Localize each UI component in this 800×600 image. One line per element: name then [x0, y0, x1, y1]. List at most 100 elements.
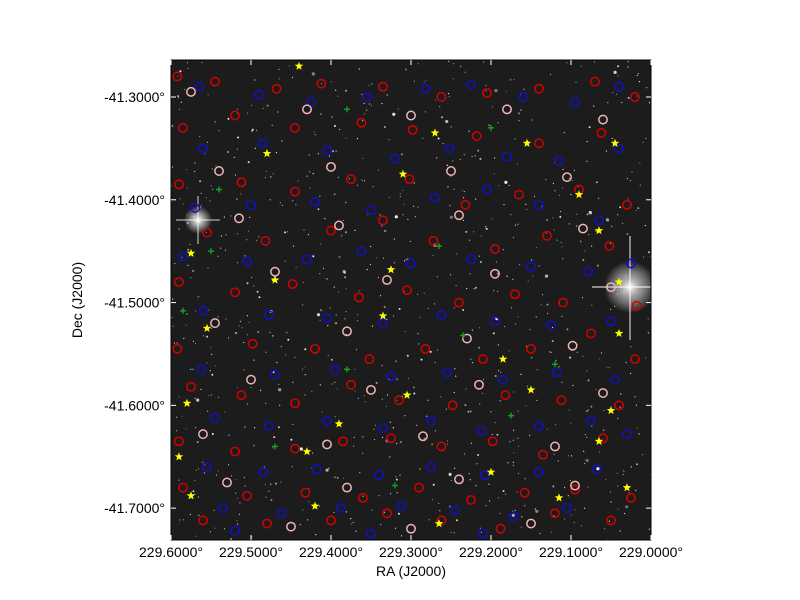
red-circle-marker: [526, 343, 536, 354]
background-star: [400, 153, 403, 156]
background-star: [584, 434, 587, 436]
red-circle-marker: [358, 492, 368, 503]
background-star: [233, 156, 235, 158]
background-star: [210, 185, 212, 187]
background-star: [437, 137, 440, 140]
red-circle-marker: [346, 379, 356, 390]
background-star: [413, 392, 416, 395]
background-star: [482, 378, 485, 381]
background-star: [488, 124, 490, 126]
background-star: [180, 101, 182, 103]
background-star: [446, 164, 448, 166]
background-star: [607, 102, 609, 104]
background-star: [236, 497, 238, 499]
blue-circle-marker: [583, 266, 594, 277]
background-star: [432, 254, 434, 256]
green-plus-marker: [392, 482, 398, 489]
y-axis-ticks: -41.3000° -41.4000° -41.5000° -41.6000° -41.…: [104, 89, 651, 516]
background-star: [271, 334, 274, 337]
yellow-star-marker: [610, 138, 620, 147]
background-star: [196, 441, 199, 444]
red-circle-marker: [514, 189, 524, 200]
background-star: [199, 180, 202, 183]
background-star: [312, 173, 314, 175]
blue-circle-marker: [442, 367, 452, 378]
red-circle-marker: [326, 515, 336, 526]
background-star: [570, 194, 572, 196]
pink-circle-marker: [286, 521, 296, 532]
background-star: [192, 270, 194, 272]
background-star: [479, 261, 482, 263]
background-star: [572, 384, 574, 387]
background-star: [316, 313, 321, 317]
background-star: [171, 124, 174, 127]
background-star: [337, 176, 339, 178]
background-star: [469, 273, 471, 275]
pink-circle-marker: [454, 210, 464, 221]
background-star: [258, 236, 260, 238]
background-star: [605, 479, 607, 481]
background-star: [373, 428, 375, 430]
background-star: [508, 184, 510, 187]
background-star: [450, 175, 452, 178]
background-star: [495, 261, 497, 263]
background-star: [381, 365, 383, 367]
blue-circle-marker: [378, 423, 388, 433]
background-star: [467, 410, 470, 413]
background-star: [552, 485, 555, 488]
background-star: [187, 248, 190, 251]
background-star: [610, 308, 612, 310]
bright-star-left: [176, 196, 220, 244]
background-star: [314, 134, 316, 136]
blue-circle-marker: [258, 467, 268, 478]
red-circle-marker: [590, 76, 600, 87]
background-star: [549, 73, 552, 75]
background-star: [404, 68, 407, 71]
background-star: [552, 217, 554, 219]
blue-circle-marker: [490, 316, 500, 327]
background-star: [412, 386, 415, 389]
red-circle-marker: [174, 277, 184, 287]
background-star: [198, 514, 200, 516]
background-star: [394, 527, 397, 529]
background-star: [238, 325, 240, 327]
background-star: [381, 398, 383, 400]
background-star: [215, 474, 218, 476]
background-star: [325, 278, 327, 280]
background-star: [325, 468, 329, 472]
background-star: [396, 492, 398, 494]
background-star: [624, 512, 626, 515]
background-star: [447, 443, 449, 445]
background-star: [463, 153, 465, 156]
background-star: [204, 153, 206, 155]
background-star: [534, 508, 536, 510]
background-star: [361, 179, 363, 181]
yellow-star-marker: [182, 398, 192, 407]
background-star: [594, 230, 596, 232]
background-star: [404, 330, 406, 333]
sky-background: [171, 60, 651, 540]
red-circle-marker: [604, 241, 615, 251]
background-star: [494, 157, 496, 159]
background-star: [425, 79, 427, 82]
x-tick-label: 229.1000°: [539, 544, 603, 560]
background-star: [370, 245, 372, 248]
pink-circle-marker: [570, 480, 580, 491]
background-star: [541, 294, 544, 296]
background-star: [595, 388, 597, 391]
background-star: [178, 108, 181, 110]
background-star: [344, 318, 346, 320]
background-star: [397, 512, 400, 515]
background-star: [264, 483, 266, 486]
background-star: [345, 202, 347, 204]
background-star: [194, 162, 196, 164]
background-star: [556, 239, 558, 241]
background-star: [189, 513, 191, 516]
background-star: [533, 195, 536, 197]
background-star: [604, 528, 606, 530]
background-star: [251, 128, 254, 131]
background-star: [206, 362, 208, 364]
background-star: [617, 214, 619, 216]
background-star: [244, 255, 246, 257]
background-star: [236, 148, 238, 150]
